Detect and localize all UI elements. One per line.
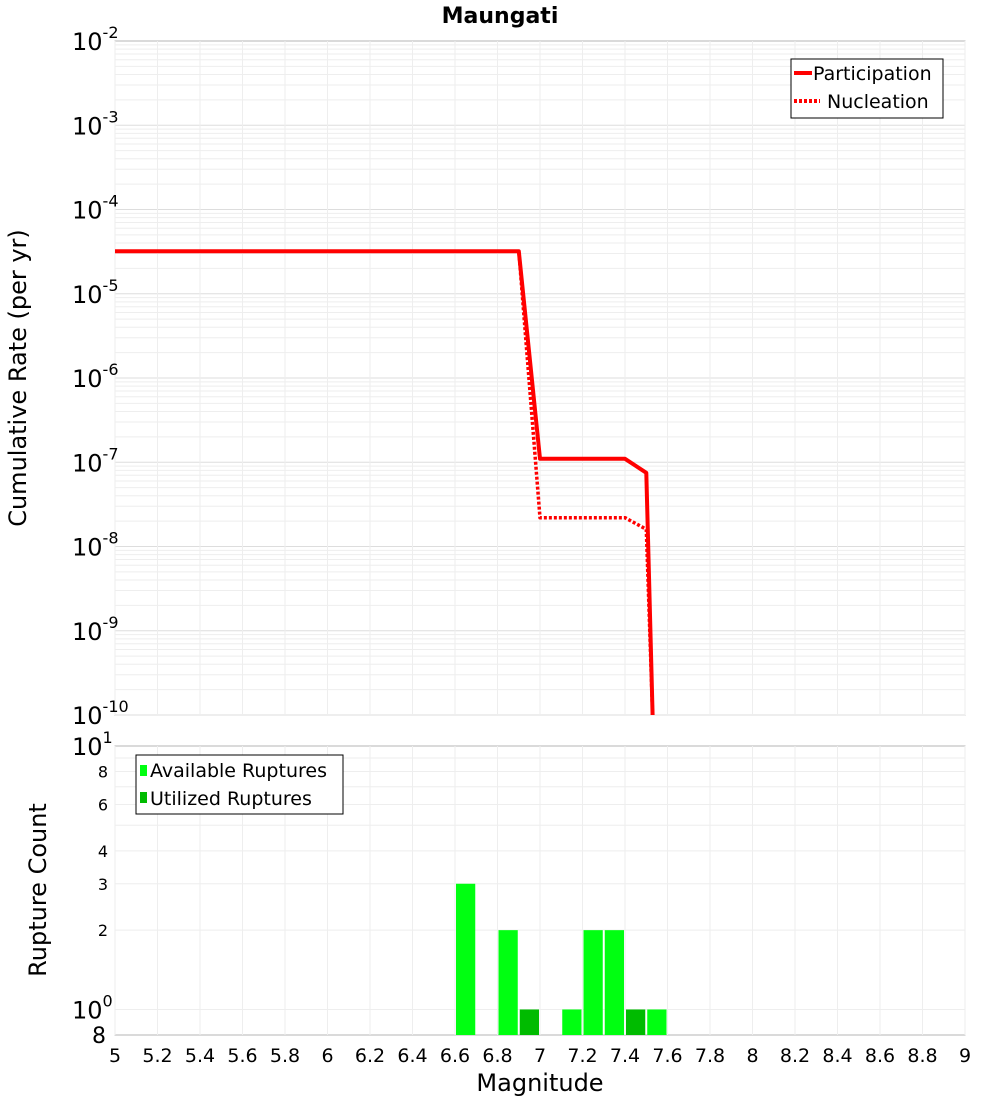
bar-available-ruptures — [456, 883, 476, 1035]
bar-available-ruptures — [583, 930, 603, 1035]
y-tick-label: 3 — [98, 875, 108, 894]
legend-label-participation: Participation — [813, 63, 932, 85]
x-tick-label: 5.8 — [270, 1045, 300, 1067]
x-tick-label: 9 — [959, 1045, 971, 1067]
y-tick-label: 6 — [98, 795, 108, 814]
y-tick-label: 8 — [98, 763, 108, 782]
y-tick-label: 10-9 — [72, 613, 119, 646]
x-tick-label: 8.6 — [865, 1045, 895, 1067]
bar-available-ruptures — [498, 930, 518, 1035]
x-tick-label: 7.2 — [567, 1045, 597, 1067]
x-tick-label: 6.6 — [440, 1045, 470, 1067]
x-tick-label: 8.8 — [907, 1045, 937, 1067]
bottom-legend-box — [135, 754, 344, 815]
x-tick-label: 5.4 — [185, 1045, 215, 1067]
top-y-axis-label: Cumulative Rate (per yr) — [4, 229, 32, 527]
x-tick-label: 6.8 — [482, 1045, 512, 1067]
bar-available-ruptures — [604, 930, 624, 1035]
bar-available-ruptures — [647, 1009, 667, 1035]
bottom-legend: Available Ruptures Utilized Ruptures — [135, 754, 344, 815]
x-tick-label: 6 — [321, 1045, 333, 1067]
x-tick-label: 8.4 — [822, 1045, 852, 1067]
bar-utilized-ruptures — [626, 1009, 646, 1035]
legend-label-available: Available Ruptures — [150, 760, 327, 782]
x-ticks: 5 5.2 5.4 5.6 5.8 6 6.2 6.4 6.6 6.8 7 7.2 7.4 7.6 7.8 8… — [109, 1045, 971, 1067]
bar-utilized-ruptures — [519, 1009, 539, 1035]
y-tick-label: 10-8 — [72, 529, 119, 562]
y-tick-label: 10-6 — [72, 360, 119, 393]
y-tick-label: 100 — [72, 991, 113, 1024]
legend-label-utilized: Utilized Ruptures — [150, 788, 312, 810]
x-tick-label: 8 — [746, 1045, 758, 1067]
x-tick-label: 7.8 — [695, 1045, 725, 1067]
y-tick-label: 2 — [98, 921, 108, 940]
y-tick-label: 10-4 — [72, 192, 119, 225]
chart-title: Maungati — [442, 4, 559, 29]
top-legend-box — [790, 58, 944, 119]
x-tick-label: 6.2 — [355, 1045, 385, 1067]
series-line-nucleation — [115, 249, 655, 716]
bottom-bars — [456, 883, 667, 1035]
legend-swatch-available — [140, 765, 147, 776]
x-axis-label: Magnitude — [476, 1069, 603, 1097]
x-tick-label: 6.4 — [397, 1045, 427, 1067]
x-tick-label: 5 — [109, 1045, 121, 1067]
x-tick-label: 8.2 — [780, 1045, 810, 1067]
x-tick-label: 7 — [534, 1045, 546, 1067]
top-grid — [114, 41, 966, 716]
y-tick-label: 10-3 — [72, 107, 119, 140]
x-tick-label: 7.6 — [652, 1045, 682, 1067]
bottom-y-axis-label: Rupture Count — [24, 803, 52, 977]
bar-available-ruptures — [562, 1009, 582, 1035]
legend-label-nucleation: Nucleation — [827, 91, 929, 113]
y-tick-label: 10-2 — [72, 23, 119, 56]
x-tick-label: 7.4 — [610, 1045, 640, 1067]
top-plot: 10-10 10-9 10-8 10-7 10-6 10-5 10-4 10-3 10-2 Cu… — [4, 23, 966, 730]
x-tick-label: 5.6 — [227, 1045, 257, 1067]
legend-swatch-utilized — [140, 792, 147, 803]
y-tick-label: 4 — [98, 842, 108, 861]
top-legend: Participation Nucleation — [790, 58, 944, 119]
y-tick-label: 10-5 — [72, 276, 119, 309]
y-tick-label: 10-10 — [72, 697, 129, 730]
y-tick-label: 101 — [72, 728, 113, 761]
y-tick-label: 8 — [92, 1024, 106, 1049]
top-series-lines — [115, 249, 655, 716]
y-tick-label: 10-7 — [72, 444, 119, 477]
x-tick-label: 5.2 — [142, 1045, 172, 1067]
